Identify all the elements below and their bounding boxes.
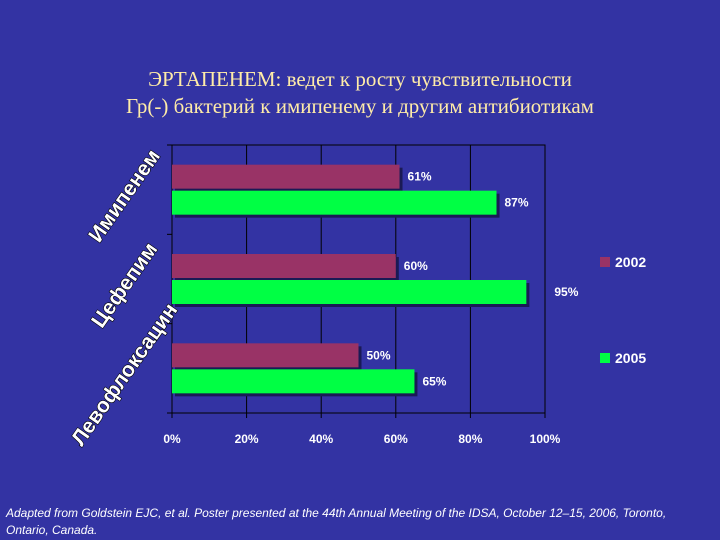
slide-title-line-1: ЭРТАПЕНЕМ: ведет к росту чувствительност… — [148, 67, 572, 91]
x-tick-label: 0% — [163, 432, 181, 446]
source-footnote: Adapted from Goldstein EJC, et al. Poste… — [6, 506, 667, 537]
bar-2005 — [172, 369, 415, 394]
x-tick-label: 60% — [384, 432, 408, 446]
bar-2002 — [172, 254, 396, 278]
legend-label: 2005 — [615, 350, 646, 366]
data-label: 65% — [422, 374, 446, 388]
y-category-label: Имипенем — [84, 145, 165, 246]
slide-title-line-2: Гр(-) бактерий к имипенему и другим анти… — [126, 94, 594, 118]
bar-2005 — [172, 190, 497, 215]
data-label: 50% — [367, 348, 391, 362]
bar-2002 — [172, 164, 400, 189]
y-category-label: Левофлоксацин — [67, 299, 182, 450]
bar-2005 — [172, 280, 527, 304]
x-tick-label: 100% — [530, 432, 561, 446]
x-tick-label: 20% — [235, 432, 259, 446]
x-tick-label: 80% — [458, 432, 482, 446]
legend-label: 2002 — [615, 254, 646, 270]
data-label: 95% — [554, 285, 578, 299]
x-tick-label: 40% — [309, 432, 333, 446]
data-label: 61% — [408, 170, 432, 184]
legend-swatch-2002 — [600, 257, 610, 267]
data-label: 60% — [404, 259, 428, 273]
data-label: 87% — [505, 196, 529, 210]
plot-area-border — [171, 144, 546, 414]
legend-swatch-2005 — [600, 353, 610, 363]
bar-2002 — [172, 343, 359, 368]
slide-title: ЭРТАПЕНЕМ: ведет к росту чувствительност… — [0, 66, 720, 120]
